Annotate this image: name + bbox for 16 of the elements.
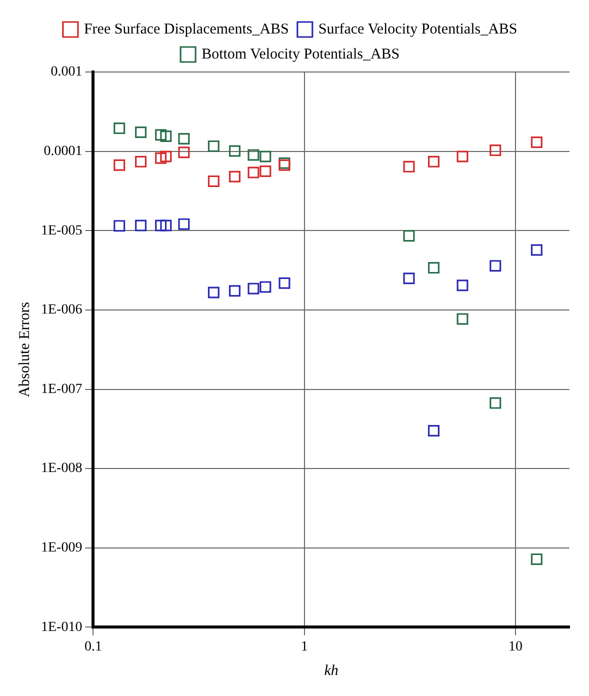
y-tick-label: 0.001 [50, 64, 82, 80]
y-tick-label: 1E-006 [40, 302, 82, 318]
x-axis-title: kh [324, 662, 338, 679]
y-tick-label: 1E-008 [40, 461, 82, 476]
y-tick-label: 1E-007 [40, 382, 82, 397]
x-tick-label: 1 [300, 639, 308, 654]
y-axis-title: Absolute Errors [16, 302, 33, 398]
legend-label: Surface Velocity Potentials_ABS [318, 21, 518, 38]
y-tick-label: 1E-009 [40, 540, 82, 556]
x-tick-label: 0.1 [84, 639, 102, 654]
x-tick-label: 10 [508, 639, 522, 654]
y-tick-label: 1E-005 [40, 223, 82, 238]
legend-label: Free Surface Displacements_ABS [84, 21, 289, 38]
y-tick-label: 1E-010 [40, 620, 82, 635]
y-tick-label: 0.0001 [44, 144, 82, 159]
legend-label: Bottom Velocity Potentials_ABS [202, 46, 400, 62]
